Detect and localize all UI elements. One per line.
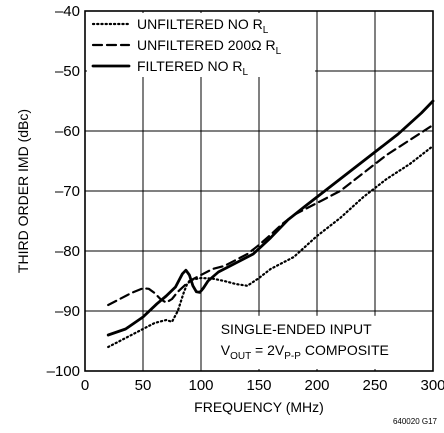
x-tick-label: 0 [81, 377, 89, 394]
y-tick-label: –80 [55, 243, 80, 260]
x-tick-label: 50 [135, 377, 152, 394]
series-line-dashed [107, 123, 435, 307]
plot-frame [84, 10, 434, 372]
anno-vout-prefix: V [221, 342, 231, 358]
x-tick-label: 100 [188, 377, 213, 394]
figure-id: 640020 G17 [393, 417, 438, 426]
y-tick-label: –60 [55, 123, 80, 140]
anno-composite: COMPOSITE [301, 342, 389, 358]
y-tick-label: –50 [55, 63, 80, 80]
legend-label: FILTERED NO RL [137, 58, 249, 78]
x-tick-label: 200 [304, 377, 329, 394]
x-axis-label: FREQUENCY (MHz) [194, 399, 324, 415]
x-tick-label: 300 [420, 377, 444, 394]
series-line-dotted [107, 144, 435, 349]
anno-vout-sub: OUT [230, 351, 251, 362]
legend-label: UNFILTERED 200Ω RL [137, 37, 282, 57]
annotation-line-2: VOUT = 2VP-P COMPOSITE [221, 342, 389, 362]
tick-labels: 0 50 100 150 200 250 300 –100 –90 –80 –70 –60 –50 –40 [47, 3, 444, 394]
anno-pp-sub: P-P [284, 351, 301, 362]
legend-label: UNFILTERED NO RL [137, 16, 269, 36]
y-tick-label: –90 [55, 303, 80, 320]
y-tick-label: –100 [47, 363, 80, 380]
y-axis-label: THIRD ORDER IMD (dBc) [15, 109, 31, 273]
y-tick-label: –70 [55, 183, 80, 200]
y-tick-label: –40 [55, 3, 80, 20]
x-tick-label: 150 [246, 377, 271, 394]
anno-eq: = 2V [251, 342, 285, 358]
data-series [106, 99, 435, 349]
annotation-box [216, 315, 431, 369]
annotation-line-1: SINGLE-ENDED INPUT [221, 321, 372, 337]
series-line-solid [106, 99, 435, 337]
x-tick-label: 250 [362, 377, 387, 394]
